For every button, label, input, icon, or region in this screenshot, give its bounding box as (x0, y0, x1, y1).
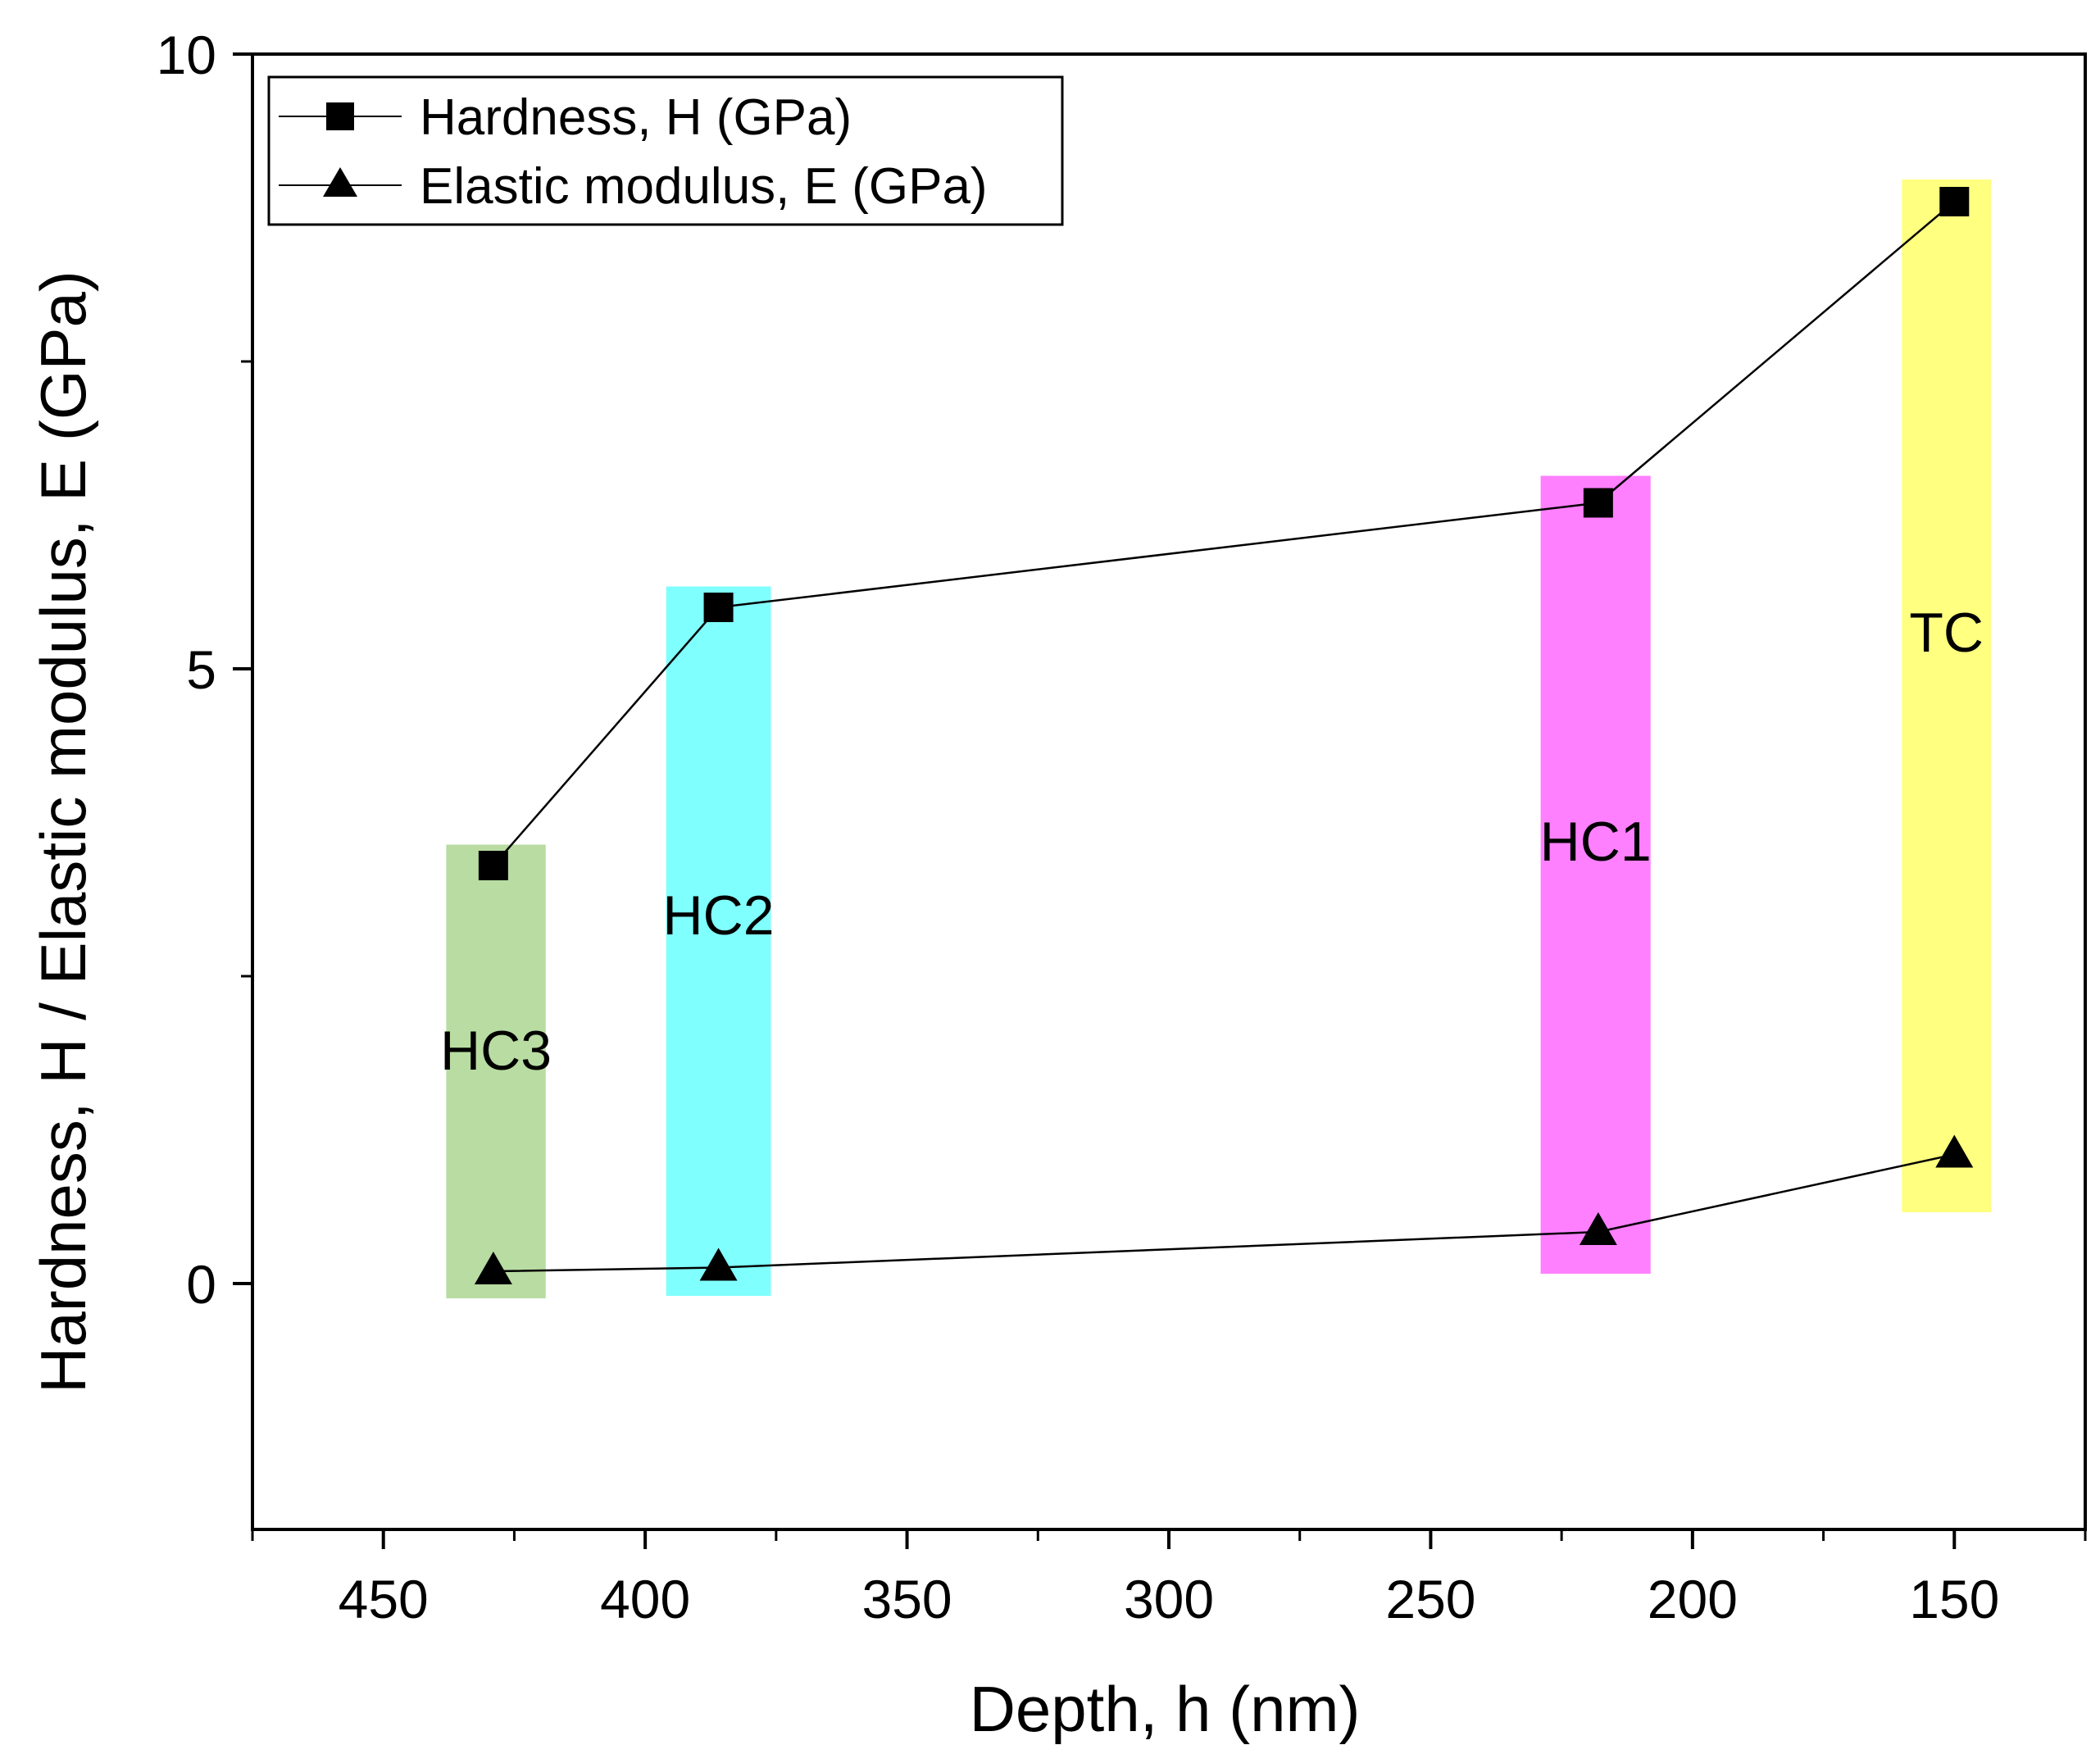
plot-frame (251, 52, 2087, 1531)
legend-modulus-label: Elastic modulus, E (GPa) (420, 158, 988, 215)
axes-layer: 450 400 350 300 250 200 150 0 5 10 (157, 25, 2087, 1629)
elastic-modulus-point (1935, 1134, 1974, 1168)
y-tick-label: 5 (186, 639, 216, 700)
bands-layer (446, 179, 1992, 1298)
elastic-modulus-point (474, 1252, 512, 1284)
hardness-point (703, 593, 734, 622)
y-tick-label: 10 (157, 25, 216, 85)
legend-box (267, 75, 1064, 226)
band-label-tc: TC (1909, 602, 1984, 664)
hardness-point (478, 851, 508, 880)
x-axis-title: Depth, h (nm) (970, 1673, 1361, 1745)
series-line-hardness (492, 201, 1956, 866)
x-tick-label: 150 (1909, 1569, 1999, 1629)
band-hc2 (666, 586, 771, 1296)
band-tc (1902, 179, 1992, 1212)
x-tick-label: 250 (1385, 1569, 1475, 1629)
markers-layer (474, 187, 1974, 1284)
x-tick-label: 450 (339, 1569, 429, 1629)
band-labels-layer: HC3 HC2 HC1 TC (440, 602, 1984, 1082)
hardness-point (1939, 187, 1970, 216)
band-label-hc1: HC1 (1540, 811, 1652, 873)
series-line-elastic-modulus (493, 1153, 1955, 1273)
elastic-modulus-point (1579, 1212, 1617, 1245)
band-hc1 (1540, 475, 1651, 1274)
legend-modulus-marker (323, 167, 357, 197)
y-axis-title: Hardness, H / Elastic modulus, E (GPa) (27, 270, 99, 1393)
y-tick-label: 0 (186, 1254, 216, 1315)
band-hc3 (446, 844, 546, 1298)
x-tick-label: 400 (600, 1569, 690, 1629)
x-tick-label: 200 (1648, 1569, 1738, 1629)
lines-layer (492, 201, 1956, 1273)
x-tick-label: 300 (1124, 1569, 1214, 1629)
hardness-point (1583, 488, 1613, 518)
x-tick-label: 350 (862, 1569, 952, 1629)
band-label-hc3: HC3 (440, 1020, 552, 1082)
legend-hardness-marker (326, 102, 354, 130)
legend: Hardness, H (GPa) Elastic modulus, E (GP… (267, 75, 1064, 226)
elastic-modulus-point (699, 1247, 738, 1281)
legend-hardness-label: Hardness, H (GPa) (420, 89, 852, 146)
band-label-hc2: HC2 (663, 884, 775, 947)
